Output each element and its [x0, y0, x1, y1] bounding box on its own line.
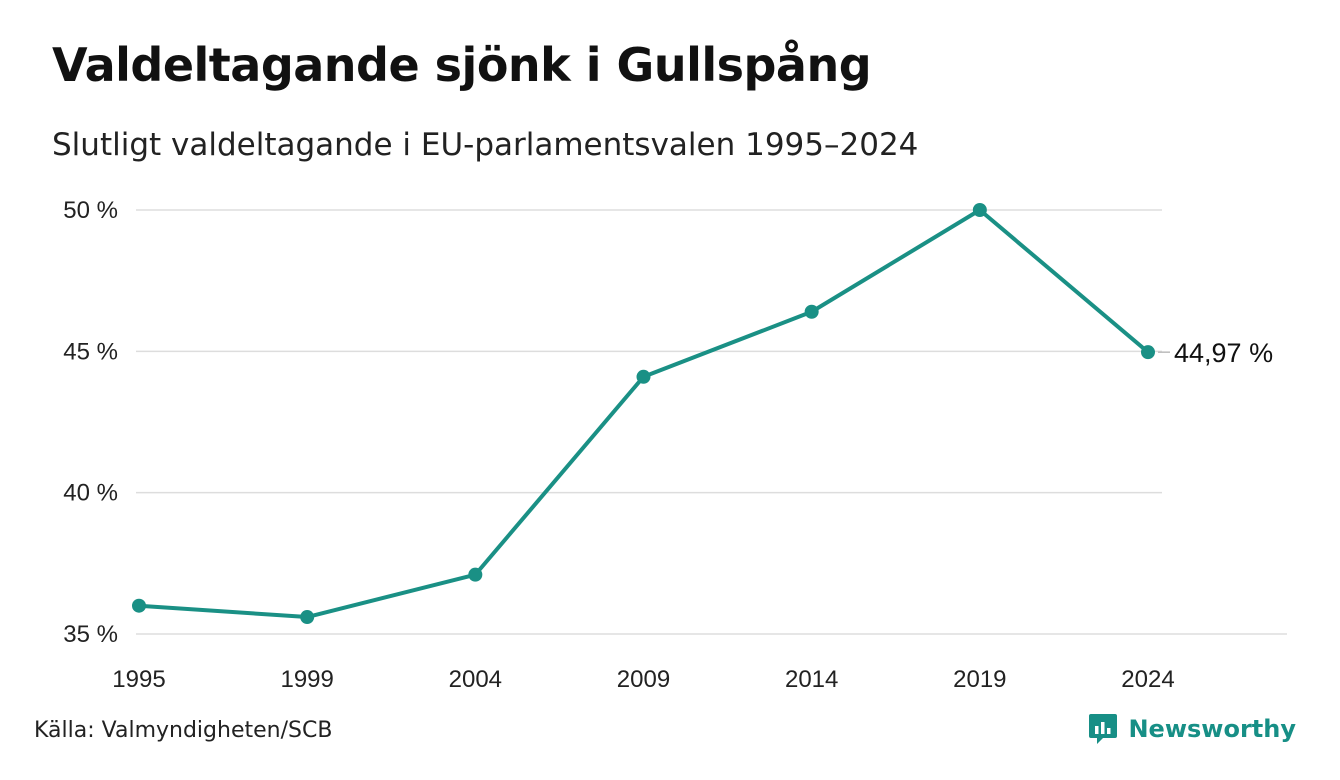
data-point — [132, 598, 146, 613]
data-point — [1141, 345, 1155, 360]
grid-layer — [136, 209, 1287, 635]
x-axis-ticks: 1995 1999 2004 2009 2014 2019 2024 — [112, 666, 1174, 693]
source-note: Källa: Valmyndigheten/SCB — [34, 718, 333, 743]
chart-subtitle: Slutligt valdeltagande i EU-parlamentsva… — [52, 127, 919, 163]
x-tick-label: 2004 — [449, 666, 502, 693]
x-tick-label: 2019 — [953, 666, 1006, 693]
newsworthy-logo-icon — [1089, 714, 1118, 744]
end-value-label: 44,97 % — [1174, 338, 1273, 368]
x-tick-label: 1995 — [112, 666, 165, 693]
data-point — [972, 203, 987, 217]
chart-title: Valdeltagande sjönk i Gullspång — [52, 38, 872, 92]
y-tick-label: 35 % — [63, 621, 118, 648]
x-tick-label: 2014 — [785, 666, 838, 693]
y-tick-label: 45 % — [63, 338, 118, 365]
y-tick-label: 50 % — [63, 197, 118, 224]
brand-name: Newsworthy — [1128, 715, 1296, 743]
brand-logo: Newsworthy — [1088, 712, 1296, 746]
data-point — [468, 567, 483, 582]
y-tick-label: 40 % — [63, 480, 118, 507]
x-tick-label: 1999 — [280, 666, 333, 693]
x-tick-label: 2024 — [1121, 666, 1174, 693]
series-line — [137, 208, 1150, 620]
data-point — [804, 304, 819, 319]
y-axis-ticks: 35 % 40 % 45 % 50 % — [63, 197, 118, 648]
data-point — [636, 369, 651, 384]
x-tick-label: 2009 — [617, 666, 670, 693]
label-layer: 44,97 % — [1158, 338, 1273, 368]
series-layer — [132, 203, 1155, 625]
data-point — [300, 610, 315, 625]
